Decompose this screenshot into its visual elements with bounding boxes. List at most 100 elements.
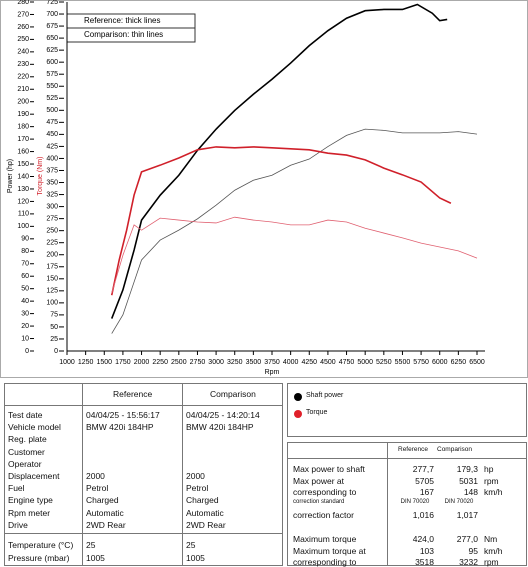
table-text: rpm <box>484 557 499 567</box>
y2-tick-label: 300 <box>46 203 58 210</box>
y2-tick-label: 175 <box>46 264 58 271</box>
chart: Reference: thick lines Comparison: thin … <box>0 0 528 378</box>
y-tick-label: 40 <box>21 298 29 305</box>
legend-marker <box>294 410 302 418</box>
table-text: 25 <box>86 540 96 550</box>
table-text: 1005 <box>86 553 105 563</box>
y2-tick-label: 575 <box>46 71 58 78</box>
table-text: 2WD Rear <box>186 519 226 530</box>
rule <box>4 405 283 406</box>
table-text: Automatic <box>86 507 124 518</box>
y-tick-label: 120 <box>17 198 29 205</box>
line <box>110 146 452 296</box>
table-text: 04/04/25 - 15:56:17 <box>86 410 160 420</box>
table-text: Max power to shaft <box>293 464 365 474</box>
y2-tick-label: 75 <box>50 312 58 319</box>
x-tick-label: 1250 <box>78 359 94 366</box>
y-tick-label: 20 <box>21 323 29 330</box>
table-text: 3518 <box>415 557 434 567</box>
x-tick-label: 3500 <box>246 359 262 366</box>
y2-tick-label: 475 <box>46 119 58 126</box>
table-text: 2WD Rear <box>86 519 126 530</box>
y-tick-label: 140 <box>17 173 29 180</box>
legend-marker <box>294 393 302 401</box>
table-text: 2000 <box>186 471 205 481</box>
y2-tick-label: 425 <box>46 143 58 150</box>
table-text: Shaft power <box>306 392 344 399</box>
annotation: Reference: thick lines <box>84 16 160 25</box>
y2-axis-label: Torque (Nm) <box>37 157 44 196</box>
y-tick-label: 250 <box>17 36 29 43</box>
table-text: 5031 <box>459 475 478 486</box>
line <box>110 3 448 319</box>
table-text: 1005 <box>186 553 205 563</box>
y2-tick-label: 625 <box>46 47 58 54</box>
table-text: Petrol <box>86 483 109 494</box>
y-tick-label: 230 <box>17 61 29 68</box>
table-text: correction standard <box>293 498 345 505</box>
y-tick-label: 180 <box>17 123 29 130</box>
y2-tick-label: 450 <box>46 131 58 138</box>
y2-tick-label: 150 <box>46 276 58 283</box>
y-tick-label: 30 <box>21 310 29 317</box>
y2-tick-label: 600 <box>46 59 58 66</box>
line <box>111 216 478 294</box>
y2-tick-label: 0 <box>54 348 58 355</box>
y-tick-label: 160 <box>17 148 29 155</box>
x-tick-label: 4750 <box>339 359 355 366</box>
y-tick-label: 200 <box>17 99 29 106</box>
y2-tick-label: 50 <box>50 324 58 331</box>
y-tick-label: 280 <box>17 0 29 6</box>
y-tick-label: 100 <box>17 223 29 230</box>
table-text: 277,0 <box>456 534 478 544</box>
table-text: Automatic <box>186 507 224 518</box>
table-text: Comparison <box>437 446 473 453</box>
table-text: DIN 70020 <box>444 498 474 505</box>
table-text: Max power at <box>293 475 345 486</box>
y2-tick-label: 525 <box>46 95 58 102</box>
x-tick-label: 4500 <box>320 359 336 366</box>
rule <box>287 458 527 459</box>
table-text: Maximum torque at <box>293 545 366 556</box>
y-tick-label: 190 <box>17 111 29 118</box>
y2-tick-label: 400 <box>46 155 58 162</box>
x-tick-label: 5000 <box>357 359 373 366</box>
y2-tick-label: 325 <box>46 191 58 198</box>
y2-tick-label: 700 <box>46 11 58 18</box>
table-text: Reg. plate <box>8 434 47 445</box>
table-text: Reference <box>398 446 428 453</box>
table-text: correction factor <box>293 510 354 520</box>
table-text: Charged <box>86 495 119 506</box>
y2-tick-label: 350 <box>46 179 58 186</box>
table-text: 424,0 <box>412 534 434 544</box>
y2-tick-label: 125 <box>46 288 58 295</box>
y-tick-label: 110 <box>18 211 29 218</box>
table-text: Rpm meter <box>8 507 51 518</box>
x-tick-label: 6500 <box>469 359 485 366</box>
rule <box>182 383 183 566</box>
table-text: Maximum torque <box>293 534 357 544</box>
y2-tick-label: 500 <box>46 107 58 114</box>
table-text: 1,016 <box>412 510 434 520</box>
table-text: Charged <box>186 495 219 506</box>
x-tick-label: 4000 <box>283 359 299 366</box>
y2-tick-label: 650 <box>46 35 58 42</box>
x-tick-label: 2750 <box>190 359 206 366</box>
y-axis-label: Power (hp) <box>7 159 14 193</box>
table-text: 148 <box>463 487 478 497</box>
table-text: rpm <box>484 475 499 486</box>
y-tick-label: 60 <box>21 273 29 280</box>
table-text: BMW 420i 184HP <box>86 422 154 433</box>
x-tick-label: 5500 <box>395 359 411 366</box>
table-text: Test date <box>8 410 43 420</box>
y-tick-label: 170 <box>17 136 29 143</box>
table-text: 3232 <box>459 557 478 567</box>
table-text: Drive <box>8 519 28 530</box>
x-tick-label: 2000 <box>134 359 150 366</box>
y2-tick-label: 200 <box>46 252 58 259</box>
table-text: 179,3 <box>456 464 478 474</box>
table-text: km/h <box>484 487 503 497</box>
rule <box>4 533 283 534</box>
table-text: Nm <box>484 534 498 544</box>
table-text: corresponding to <box>293 487 357 497</box>
